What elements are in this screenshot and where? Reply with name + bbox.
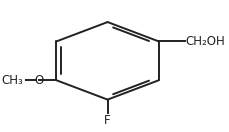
- Text: CH₂OH: CH₂OH: [185, 35, 224, 48]
- Text: O: O: [34, 74, 43, 87]
- Text: CH₃: CH₃: [1, 74, 23, 87]
- Text: F: F: [104, 114, 110, 127]
